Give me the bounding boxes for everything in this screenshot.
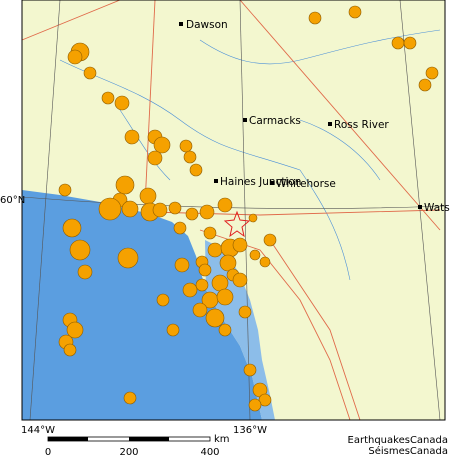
earthquake (418, 78, 432, 92)
earthquake (425, 66, 439, 80)
lat-label: 60°N (0, 195, 25, 206)
earthquake (123, 391, 137, 405)
earthquake (139, 187, 157, 205)
earthquake (77, 264, 93, 280)
borders (21, 0, 441, 421)
scale-label: 0 (45, 447, 51, 458)
town-label: Carmacks (249, 115, 301, 127)
credit: SéismesCanada (368, 445, 448, 457)
earthquake (348, 5, 362, 19)
scale-bar: 0 200 400 km (45, 434, 230, 458)
town-marker (418, 205, 422, 209)
earthquake (83, 66, 97, 80)
earthquake (198, 263, 212, 277)
earthquake (403, 36, 417, 50)
town-marker (328, 122, 332, 126)
town-label: Haines Junction (220, 176, 301, 188)
earthquake (67, 49, 83, 65)
earthquake (248, 213, 258, 223)
map-frame (21, 0, 446, 421)
earthquake (243, 363, 257, 377)
earthquake (69, 239, 91, 261)
earthquake (195, 278, 209, 292)
earthquake (62, 218, 82, 238)
lon-label: 136°W (233, 425, 267, 436)
earthquake (211, 274, 229, 292)
scale-unit: km (214, 434, 230, 445)
earthquake (263, 233, 277, 247)
earthquake (249, 249, 261, 261)
scale-bar-segment (129, 437, 169, 441)
earthquake (192, 302, 208, 318)
earthquake (156, 293, 170, 307)
town-marker (214, 179, 218, 183)
earthquake (189, 163, 203, 177)
town-label: Wats (424, 202, 450, 214)
earthquake (205, 308, 225, 328)
earthquake (152, 202, 168, 218)
earthquake (166, 323, 180, 337)
earthquake (66, 321, 84, 339)
earthquake (183, 150, 197, 164)
earthquake (101, 91, 115, 105)
earthquake (238, 305, 252, 319)
town-marker (179, 22, 183, 26)
town-marker (270, 181, 274, 185)
town-label: Dawson (186, 19, 228, 31)
earthquake (185, 207, 199, 221)
credit: EarthquakesCanada (348, 435, 448, 446)
epicenter-star (223, 210, 251, 238)
earthquake (182, 282, 198, 298)
earthquake (114, 95, 130, 111)
earthquake (153, 136, 171, 154)
earthquake (168, 201, 182, 215)
earthquake (232, 237, 248, 253)
earthquake (121, 200, 139, 218)
earthquake (248, 398, 262, 412)
earthquake (98, 197, 122, 221)
scale-label: 200 (119, 447, 138, 458)
towns: Dawson Carmacks Ross River Haines Juncti… (179, 19, 450, 214)
earthquake (217, 197, 233, 213)
earthquake (308, 11, 322, 25)
earthquake (124, 129, 140, 145)
earthquake (232, 272, 248, 288)
earthquake (58, 183, 72, 197)
earthquake (207, 242, 223, 258)
earthquake (203, 226, 217, 240)
earthquake (173, 221, 187, 235)
earthquake (259, 256, 271, 268)
earthquake (258, 393, 272, 407)
town-label: Whitehorse (276, 178, 336, 190)
earthquake (219, 254, 237, 272)
earthquake (63, 343, 77, 357)
earthquake (115, 175, 135, 195)
town-label: Ross River (334, 119, 389, 131)
earthquake (391, 36, 405, 50)
earthquake (147, 150, 163, 166)
earthquake (174, 257, 190, 273)
earthquake (117, 247, 139, 269)
scale-bar-segment (48, 437, 88, 441)
earthquake (216, 288, 234, 306)
lon-label: 144°W (21, 425, 55, 436)
scale-label: 400 (200, 447, 219, 458)
town-marker (243, 118, 247, 122)
earthquake (199, 204, 215, 220)
rivers (59, 29, 441, 281)
earthquakes (58, 5, 439, 412)
earthquake (218, 323, 232, 337)
earthquake (179, 139, 193, 153)
